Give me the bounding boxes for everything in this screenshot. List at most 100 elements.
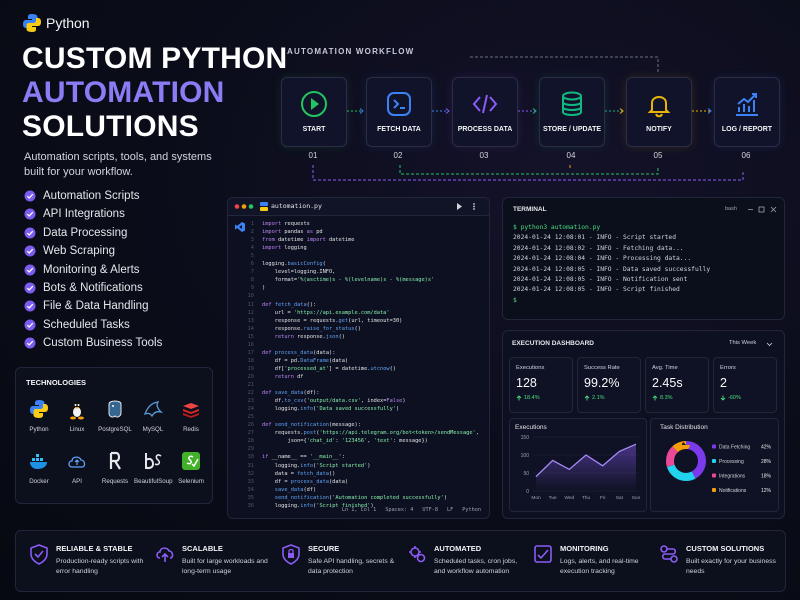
code-line: logging.info('Script started') xyxy=(262,462,371,469)
workflow-step: LOG / REPORT xyxy=(714,77,780,147)
trend-icon xyxy=(652,395,658,401)
check-icon xyxy=(24,300,36,312)
stat-card: Success Rate 99.2% 2.1% xyxy=(577,357,641,413)
feature-item: Data Processing xyxy=(24,227,127,239)
y-tick-label: 0 xyxy=(526,489,529,495)
workflow-title: AUTOMATION WORKFLOW xyxy=(287,47,415,56)
code-line: response.raise_for_status() xyxy=(262,325,361,332)
highlight-title: SECURE xyxy=(308,544,340,553)
technology-icon xyxy=(143,401,164,418)
editor-controls xyxy=(457,203,475,210)
highlight-item: RELIABLE & STABLE Production-ready script… xyxy=(26,531,154,591)
line-number: 9 xyxy=(250,285,254,292)
connector xyxy=(312,165,744,181)
editor-filename: automation.py xyxy=(271,202,322,210)
editor-titlebar xyxy=(228,198,489,216)
highlight-desc: Safe API handling, secrets & data protec… xyxy=(308,558,395,575)
dashboard: EXECUTION DASHBOARD This Week Executions… xyxy=(502,330,785,519)
code-line: df['processed_at'] = datetime.utcnow() xyxy=(262,365,396,372)
stat-value: 128 xyxy=(516,376,537,390)
line-number: 27 xyxy=(247,430,254,437)
technology-label: Requests xyxy=(101,478,129,485)
x-tick-label: Wed xyxy=(564,495,574,501)
workflow-step: PROCESS DATA xyxy=(452,77,518,147)
stat-card: Executions 128 18.4% xyxy=(509,357,573,413)
status-item: LF xyxy=(447,507,454,513)
technology-label: BeautifulSoup xyxy=(134,478,173,485)
arrow-head xyxy=(707,108,712,114)
terminal-line: 2024-01-24 12:08:05 - INFO - Script fini… xyxy=(513,286,680,294)
highlight-desc: Built for large workloads and long-term … xyxy=(182,558,268,575)
code-line: from datetime import datetime xyxy=(262,237,355,244)
terminal-line: 2024-01-24 12:08:01 - INFO - Script star… xyxy=(513,234,677,242)
line-number: 17 xyxy=(247,349,254,356)
highlight-title: CUSTOM SOLUTIONS xyxy=(686,544,765,553)
workflow-number: 05 xyxy=(653,151,663,160)
terminal-line: 2024-01-24 12:08:04 - INFO - Processing … xyxy=(513,255,692,263)
code-line: format='%(asctime)s - %(levelname)s - %(… xyxy=(262,277,435,284)
technology-label: Selenium xyxy=(178,478,204,485)
technology-item: Linux xyxy=(58,398,96,433)
workflow-connectors xyxy=(312,56,744,181)
line-number: 18 xyxy=(247,357,254,364)
technology-icon xyxy=(30,400,48,418)
check-icon xyxy=(24,264,36,276)
highlight-title: MONITORING xyxy=(560,544,609,553)
code-line: def send_notification(message): xyxy=(262,422,361,429)
chart-title: Executions xyxy=(515,424,547,431)
code-line: return df xyxy=(274,373,304,380)
area xyxy=(536,444,636,491)
technology-label: Linux xyxy=(69,426,85,433)
chart-title: Task Distribution xyxy=(660,424,708,431)
workflow-step: START xyxy=(281,77,347,147)
feature-label: Automation Scripts xyxy=(43,190,140,202)
highlight-title: SCALABLE xyxy=(182,544,223,553)
terminal-line: 2024-01-24 12:08:05 - INFO - Notificatio… xyxy=(513,276,688,283)
workflow-label: STORE / UPDATE xyxy=(542,126,602,133)
line-number: 13 xyxy=(247,317,254,324)
stat-change-value: 18.4% xyxy=(524,395,540,401)
stat-card: Errors 2 -60% xyxy=(713,357,777,413)
stat-change-value: -60% xyxy=(728,395,741,401)
highlight-icon xyxy=(409,546,426,563)
workflow-icon xyxy=(472,94,498,114)
feature-item: Custom Business Tools xyxy=(24,337,162,349)
technologies-title: TECHNOLOGIES xyxy=(26,378,87,387)
technology-label: Docker xyxy=(29,478,49,485)
feature-label: Monitoring & Alerts xyxy=(43,263,140,276)
check-icon xyxy=(24,190,36,202)
stat-value: 99.2% xyxy=(584,376,620,390)
workflow-number: 01 xyxy=(308,151,318,160)
trend-icon xyxy=(584,395,590,401)
stat-change: -60% xyxy=(720,395,741,401)
workflow-number: 03 xyxy=(479,151,489,160)
highlight-icon xyxy=(282,544,300,565)
code-line: data = fetch_data() xyxy=(262,470,336,477)
code-line: logging.info('Script finished') xyxy=(262,502,374,509)
stat-label: Avg. Time xyxy=(652,365,678,371)
status-item: UTF-8 xyxy=(422,507,438,513)
highlight-item: SCALABLE Built for large workloads and lo… xyxy=(152,531,280,591)
feature-item: Web Scraping xyxy=(24,245,115,257)
code-line: import requests xyxy=(262,221,310,227)
workflow-label: LOG / REPORT xyxy=(721,126,773,133)
check-icon xyxy=(24,245,36,257)
highlight-desc: Production-ready scripts with error hand… xyxy=(56,558,144,575)
technologies-panel: TECHNOLOGIES Python Linux PostgreSQL MySQL R… xyxy=(15,367,213,504)
feature-item: File & Data Handling xyxy=(24,300,148,312)
code-line: df.to_csv('output/data.csv', index=False… xyxy=(262,398,406,405)
line-number: 21 xyxy=(247,382,254,388)
highlights-bar: RELIABLE & STABLE Production-ready script… xyxy=(15,530,786,592)
hero-title: AUTOMATION xyxy=(22,76,225,109)
technology-item: Selenium xyxy=(172,450,210,485)
code-line: requests.post('https://api.telegram.org/… xyxy=(262,430,479,437)
workflow-label: FETCH DATA xyxy=(377,126,421,133)
line-number: 7 xyxy=(250,269,254,276)
technology-item: BeautifulSoup xyxy=(134,450,173,485)
arrow-head xyxy=(359,108,364,114)
workflow-icon xyxy=(736,93,758,116)
connector xyxy=(399,165,659,175)
feature-item: API Integrations xyxy=(24,208,125,220)
line-number: 1 xyxy=(250,221,254,227)
workflow-icon xyxy=(562,91,582,116)
